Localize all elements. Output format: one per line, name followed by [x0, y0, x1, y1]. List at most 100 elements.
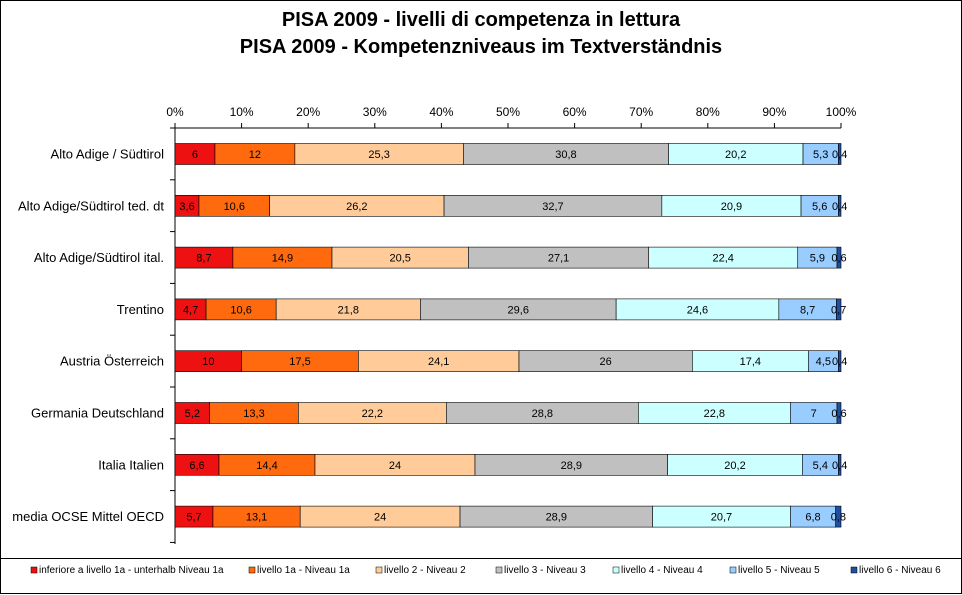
category-label: Austria Österreich — [60, 354, 164, 369]
data-label: 28,9 — [561, 460, 582, 472]
chart-title: PISA 2009 - livelli di competenza in let… — [281, 9, 681, 31]
data-label: 21,8 — [338, 304, 359, 316]
legend-swatch — [30, 566, 38, 574]
category-label: media OCSE Mittel OECD — [12, 509, 164, 524]
legend-swatch — [248, 566, 256, 574]
data-label: 32,7 — [542, 201, 563, 213]
data-label: 5,4 — [813, 460, 828, 472]
legend-swatch — [850, 566, 858, 574]
data-label: 0,7 — [831, 304, 846, 316]
legend-swatch — [612, 566, 620, 574]
legend-label: livello 4 - Niveau 4 — [621, 565, 703, 576]
data-label: 28,9 — [546, 512, 567, 524]
x-tick-label: 60% — [563, 105, 587, 119]
x-tick-label: 30% — [363, 105, 387, 119]
x-tick-label: 10% — [230, 105, 254, 119]
data-label: 20,2 — [724, 460, 745, 472]
data-label: 10,6 — [230, 304, 251, 316]
chart-subtitle: PISA 2009 - Kompetenzniveaus im Textvers… — [239, 36, 723, 58]
data-label: 5,7 — [186, 512, 201, 524]
data-label: 26 — [600, 356, 612, 368]
category-label: Alto Adige / Südtirol — [51, 147, 165, 162]
category-label: Alto Adige/Südtirol ted. dt — [18, 198, 164, 213]
x-tick-label: 20% — [296, 105, 320, 119]
data-label: 20,9 — [721, 201, 742, 213]
data-label: 17,4 — [740, 356, 761, 368]
category-label: Italia Italien — [98, 457, 164, 472]
bar-segment — [838, 350, 842, 373]
data-label: 30,8 — [555, 149, 576, 161]
data-label: 10,6 — [224, 201, 245, 213]
x-tick-label: 40% — [429, 105, 453, 119]
data-label: 22,8 — [704, 408, 725, 420]
x-tick-label: 80% — [696, 105, 720, 119]
legend-box — [0, 558, 962, 595]
data-label: 20,7 — [711, 512, 732, 524]
data-label: 24 — [389, 460, 401, 472]
bar-segment — [838, 143, 842, 165]
data-label: 4,5 — [816, 356, 831, 368]
data-label: 26,2 — [346, 201, 367, 213]
data-label: 8,7 — [800, 304, 815, 316]
legend-swatch — [729, 566, 737, 574]
category-label: Alto Adige/Südtirol ital. — [34, 250, 164, 265]
data-label: 10 — [202, 356, 214, 368]
legend-label: livello 3 - Niveau 3 — [504, 565, 586, 576]
data-label: 17,5 — [289, 356, 310, 368]
data-label: 5,6 — [812, 201, 827, 213]
data-label: 29,6 — [508, 304, 529, 316]
data-label: 0,8 — [831, 512, 846, 524]
data-label: 8,7 — [196, 253, 211, 265]
legend-label: livello 5 - Niveau 5 — [738, 565, 820, 576]
data-label: 14,9 — [272, 253, 293, 265]
data-label: 5,2 — [185, 408, 200, 420]
x-tick-label: 90% — [762, 105, 786, 119]
bar-segment — [836, 298, 842, 321]
data-label: 0,4 — [832, 201, 847, 213]
data-label: 0,6 — [831, 253, 846, 265]
data-label: 3,6 — [179, 201, 194, 213]
data-label: 24 — [374, 512, 386, 524]
data-label: 7 — [811, 408, 817, 420]
legend-label: livello 2 - Niveau 2 — [384, 565, 466, 576]
x-tick-label: 0% — [166, 105, 184, 119]
data-label: 13,1 — [246, 512, 267, 524]
data-label: 0,4 — [832, 149, 847, 161]
data-label: 20,2 — [725, 149, 746, 161]
bar-segment — [838, 453, 842, 476]
data-label: 0,4 — [832, 460, 847, 472]
data-label: 25,3 — [368, 149, 389, 161]
data-label: 5,3 — [813, 149, 828, 161]
data-label: 4,7 — [183, 304, 198, 316]
legend-label: livello 1a - Niveau 1a — [257, 565, 350, 576]
category-label: Trentino — [117, 302, 164, 317]
data-label: 27,1 — [548, 253, 569, 265]
legend-swatch — [495, 566, 503, 574]
data-label: 14,4 — [256, 460, 277, 472]
data-label: 0,6 — [831, 408, 846, 420]
data-label: 24,6 — [687, 304, 708, 316]
data-label: 28,8 — [532, 408, 553, 420]
bar-segment — [838, 195, 842, 217]
x-tick-label: 50% — [496, 105, 520, 119]
data-label: 24,1 — [428, 356, 449, 368]
bar-segment — [836, 402, 842, 424]
data-label: 20,5 — [390, 253, 411, 265]
bar-segment — [835, 505, 842, 528]
data-label: 6,6 — [189, 460, 204, 472]
data-label: 22,4 — [713, 253, 734, 265]
legend-label: livello 6 - Niveau 6 — [859, 565, 941, 576]
data-label: 13,3 — [243, 408, 264, 420]
data-label: 22,2 — [362, 408, 383, 420]
x-tick-label: 100% — [826, 105, 857, 119]
data-label: 5,9 — [810, 253, 825, 265]
legend-label: inferiore a livello 1a - unterhalb Nivea… — [39, 565, 224, 576]
category-label: Germania Deutschland — [31, 406, 164, 421]
bar-segment — [836, 246, 842, 269]
data-label: 0,4 — [832, 356, 847, 368]
data-label: 6 — [192, 149, 198, 161]
legend-swatch — [375, 566, 383, 574]
data-label: 6,8 — [805, 512, 820, 524]
